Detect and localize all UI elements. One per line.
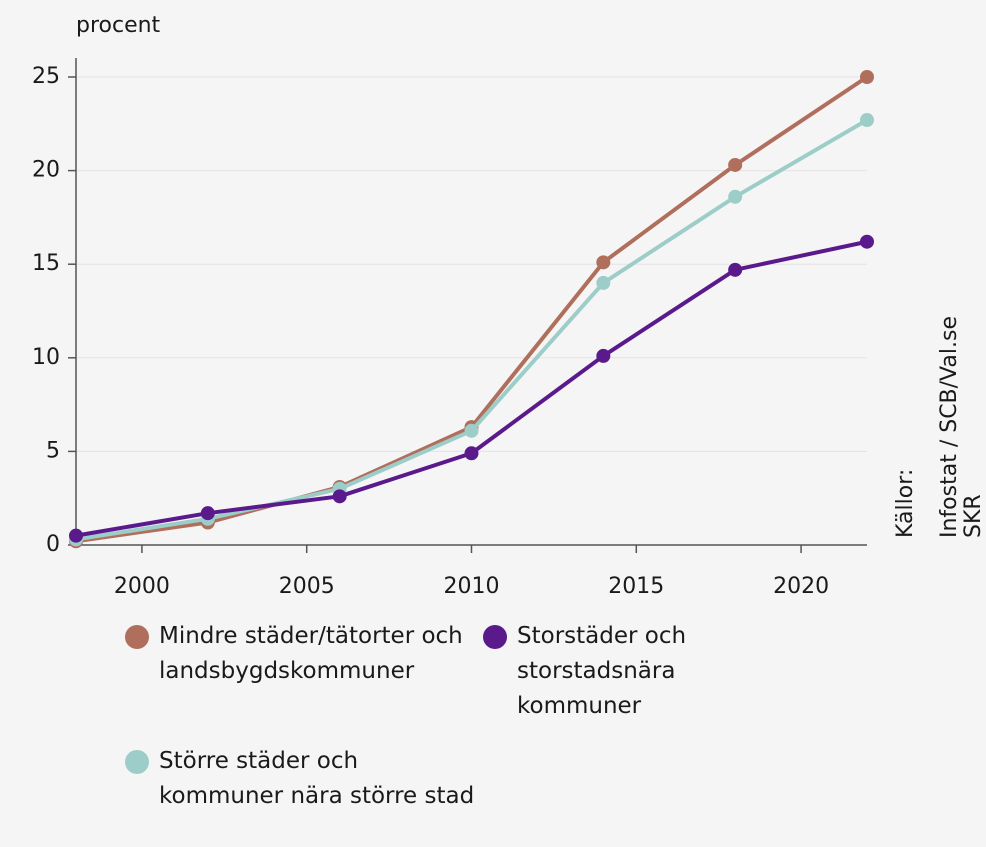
y-tick-label: 15 [32,251,60,276]
data-point [200,506,215,521]
legend-item: Mindre städer/tätorter och landsbygdskom… [125,619,479,689]
data-point [596,255,611,270]
legend-marker [125,625,149,649]
legend-label: Mindre städer/tätorter och landsbygdskom… [159,623,463,684]
x-tick-label: 2000 [114,574,170,599]
data-point [596,348,611,363]
data-point [464,423,479,438]
data-point [69,528,83,543]
source-text: Källor: [893,469,918,538]
data-point [728,189,743,204]
data-point [860,70,874,84]
legend-label: Storstäder och storstadsnära kommuner [517,623,687,719]
legend-item: Större städer och kommuner nära större s… [125,744,479,814]
x-tick-label: 2015 [608,574,664,599]
data-point [860,234,874,249]
y-tick-label: 10 [32,345,60,370]
data-point [332,489,347,504]
series-line [75,75,869,544]
data-point [860,113,874,128]
y-tick-label: 25 [32,64,60,89]
y-tick-label: 20 [32,158,60,183]
data-point [728,262,743,277]
source-text: SKR [961,494,986,538]
data-point [728,157,743,172]
data-point [596,275,611,290]
y-axis-label: procent [76,13,161,38]
source-text: Infostat / SCB/Val.se [937,316,962,538]
x-tick-label: 2020 [773,574,829,599]
y-tick-label: 0 [46,532,60,557]
legend-marker [125,750,149,774]
y-tick-label: 5 [46,438,60,463]
legend-label: Större städer och kommuner nära större s… [159,748,475,809]
legend-marker [483,625,507,649]
data-point [464,446,479,461]
x-tick-label: 2005 [279,574,335,599]
series-line [75,118,869,542]
series-line [75,239,868,538]
x-tick-label: 2010 [444,574,500,599]
legend-item: Storstäder och storstadsnära kommuner [483,619,747,724]
